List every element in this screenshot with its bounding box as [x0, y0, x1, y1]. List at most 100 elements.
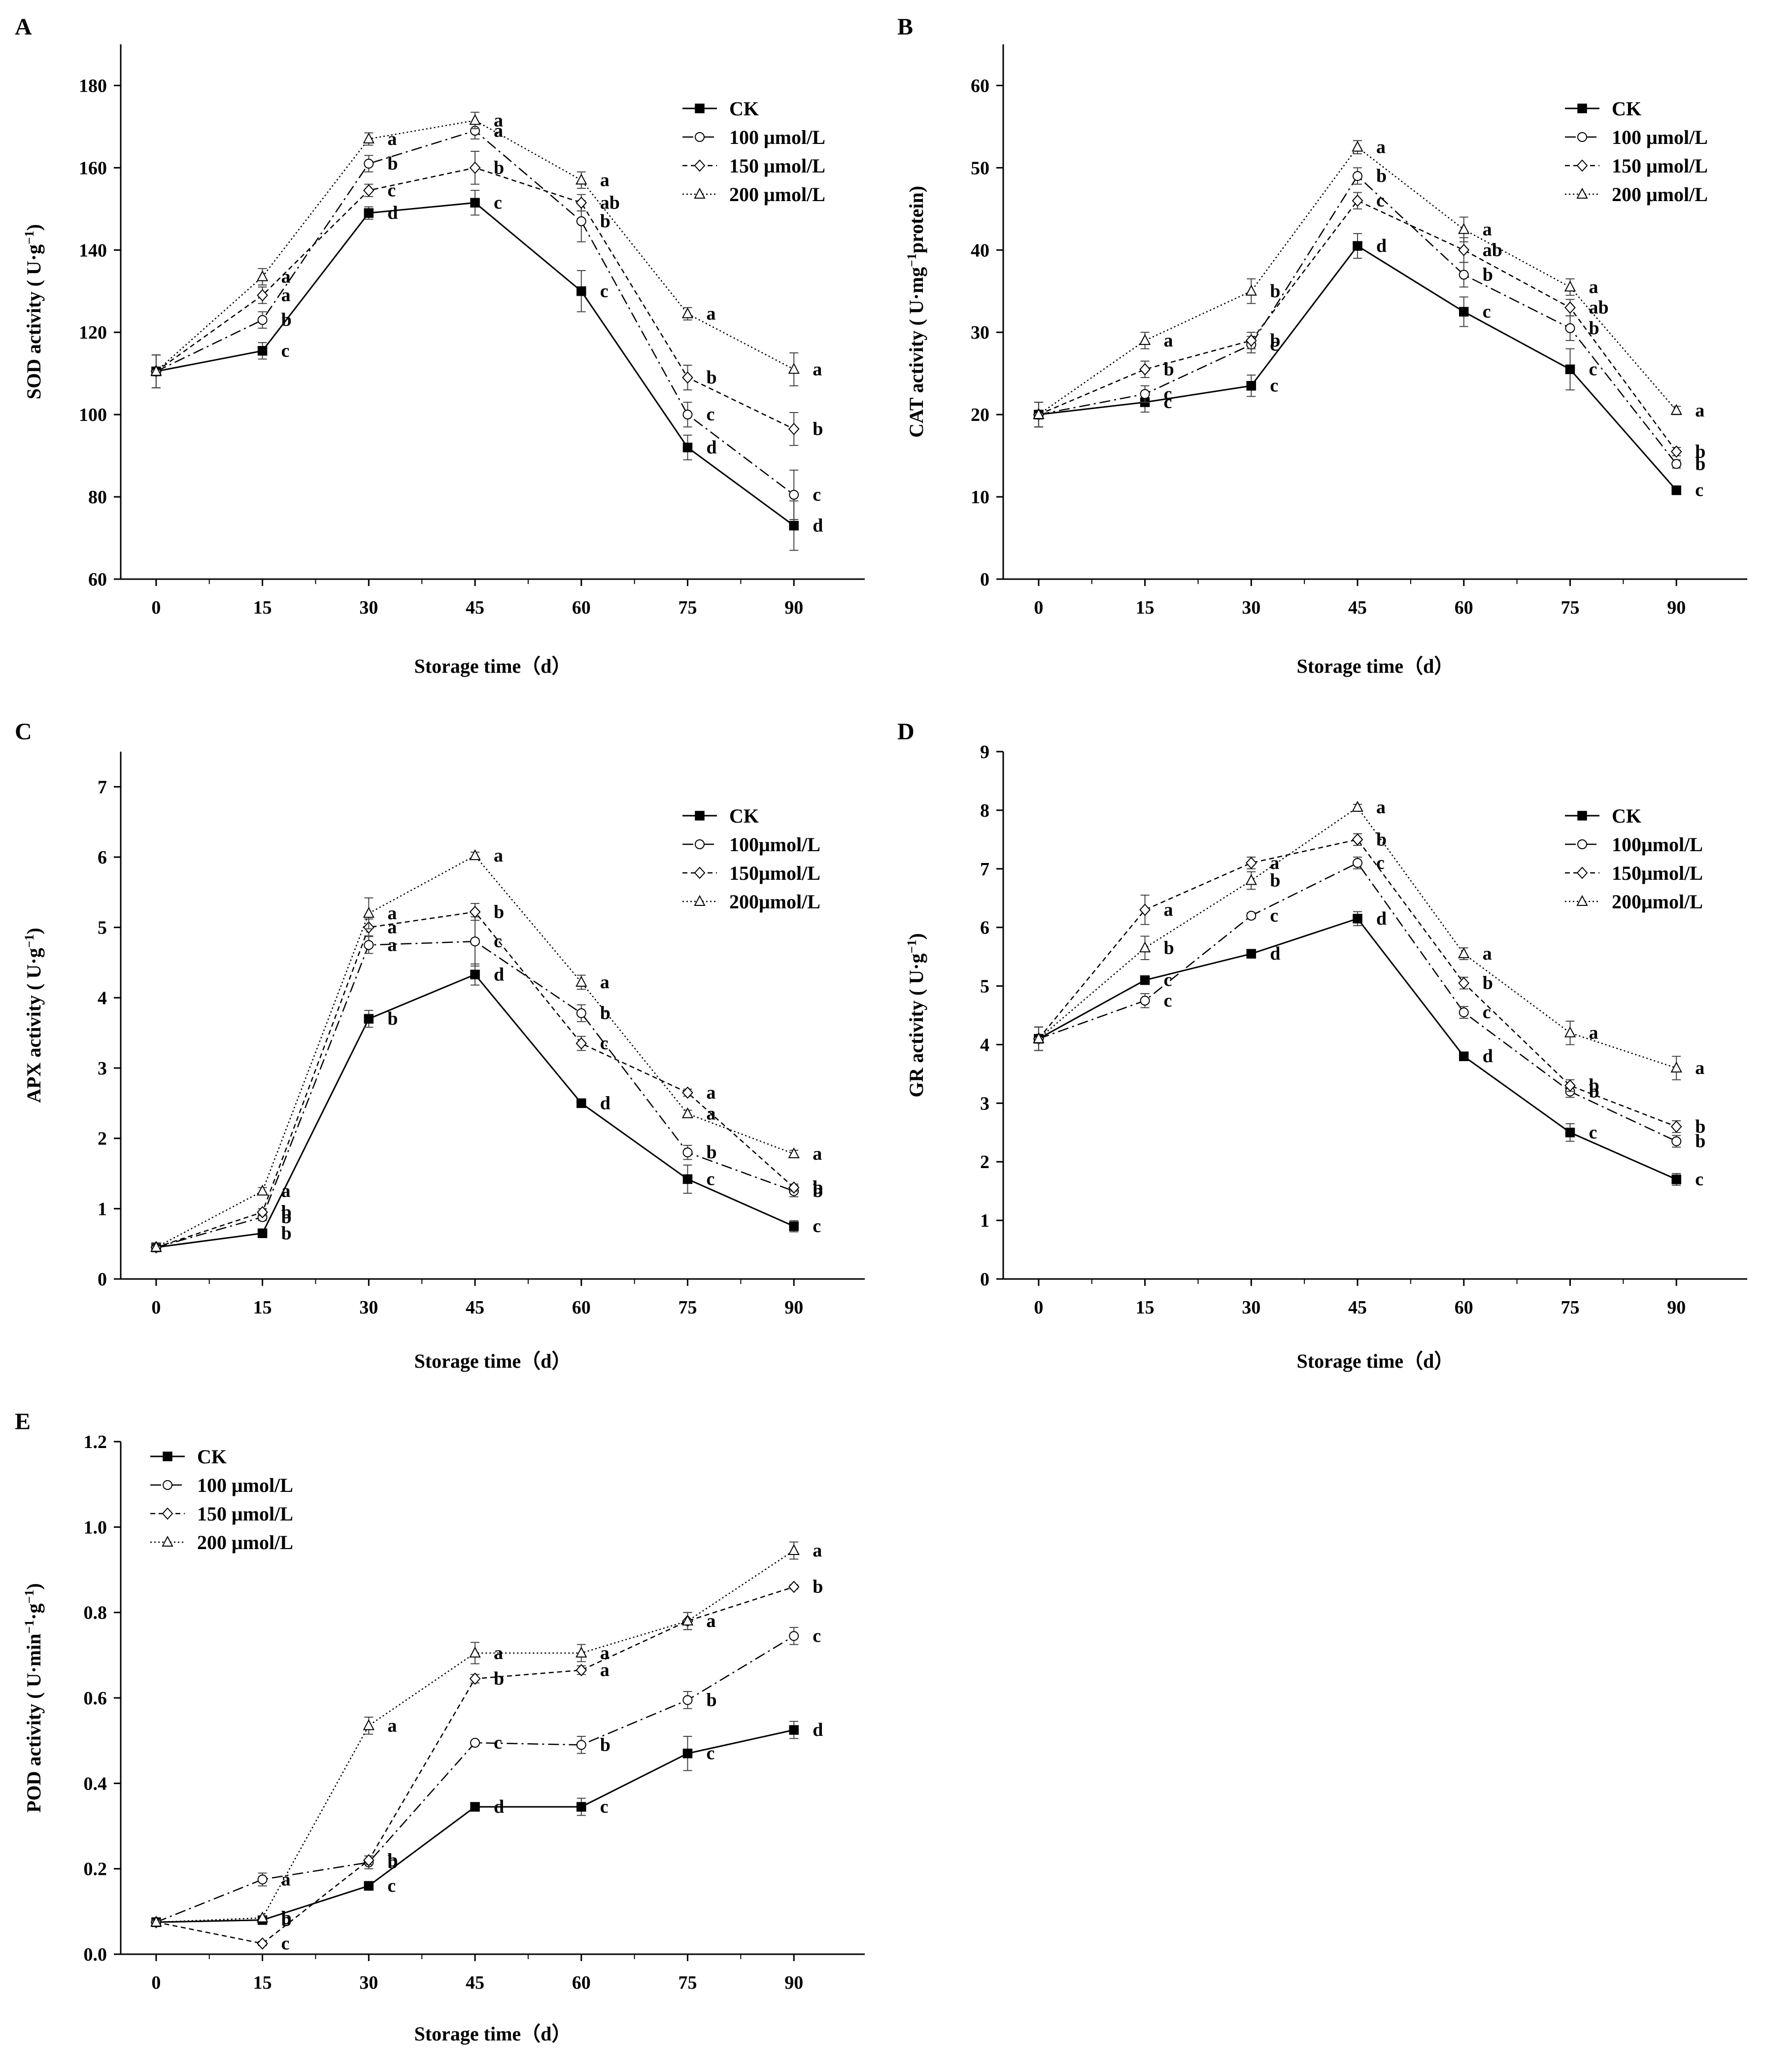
y-tick-label: 3: [980, 1093, 989, 1114]
significance-label: b: [494, 901, 504, 922]
x-tick-label: 0: [1034, 1297, 1043, 1318]
data-point: [150, 365, 162, 376]
y-tick-label: 0.6: [84, 1688, 107, 1709]
data-point: [576, 1037, 587, 1050]
y-tick-label: 50: [971, 158, 989, 178]
significance-label: c: [1589, 359, 1597, 380]
data-point: [682, 1695, 693, 1705]
y-tick-label: 4: [980, 1035, 989, 1055]
chart-svg-e: E 0.0 0.2 0.4 0.6 0.8 1.0 1.2 0 15 30 45 60 75 90 Stora…: [15, 1409, 865, 2045]
significance-label: b: [387, 153, 398, 174]
significance-label: a: [387, 903, 397, 924]
data-point: [1139, 941, 1151, 953]
y-tick-label: 0.4: [84, 1773, 107, 1794]
significance-label: c: [1164, 383, 1172, 404]
data-point: [1246, 910, 1256, 921]
data-point: [364, 208, 374, 218]
y-axis-label: POD activity ( U·min−1·g−1): [22, 1583, 45, 1813]
series-line: [1038, 838, 1677, 1128]
data-point: [1565, 323, 1575, 333]
data-point: [576, 1008, 586, 1018]
significance-label: c: [1376, 190, 1385, 211]
y-tick-label: 160: [79, 158, 107, 178]
data-point: [1245, 874, 1257, 885]
significance-label: c: [494, 931, 502, 952]
x-tick-label: 90: [784, 1297, 803, 1318]
significance-label: c: [281, 341, 290, 361]
legend-marker: [1577, 104, 1587, 113]
significance-label: b: [1270, 870, 1280, 891]
legend-marker: [1576, 866, 1588, 879]
significance-label: b: [281, 1207, 292, 1227]
significance-label: a: [1589, 276, 1598, 297]
significance-label: a: [494, 120, 503, 141]
panel-a: A 60 80 100 120 140 160 180 0 15 30 45 60 75 90 Storage…: [0, 0, 882, 705]
significance-label: c: [387, 180, 396, 201]
data-point: [1140, 996, 1150, 1006]
data-point: [470, 969, 480, 980]
data-point: [1670, 1120, 1682, 1133]
data-point: [788, 1181, 800, 1194]
significance-label: ab: [1589, 297, 1608, 318]
data-point: [364, 1881, 374, 1891]
legend-label: CK: [1612, 98, 1641, 120]
data-point: [577, 1098, 586, 1108]
significance-label: a: [1376, 797, 1386, 818]
data-point: [1671, 1174, 1681, 1184]
data-point: [470, 1802, 480, 1812]
panel-letter: D: [897, 719, 915, 745]
significance-label: a: [706, 1611, 715, 1631]
data-point: [257, 346, 268, 356]
y-tick-label: 0: [980, 569, 989, 590]
data-point: [682, 1147, 693, 1158]
y-tick-label: 60: [971, 75, 989, 96]
significance-label: b: [706, 1690, 716, 1710]
significance-label: b: [1270, 330, 1280, 351]
significance-label: b: [813, 1181, 823, 1202]
significance-label: a: [600, 170, 610, 190]
x-tick-label: 45: [466, 597, 484, 618]
significance-label: c: [1270, 334, 1278, 355]
data-point: [1353, 858, 1363, 868]
legend-marker: [162, 1507, 173, 1520]
significance-label: b: [1695, 441, 1705, 462]
data-point: [1139, 334, 1151, 345]
y-tick-label: 30: [971, 322, 989, 343]
legend-marker: [695, 811, 705, 821]
y-tick-label: 3: [98, 1058, 107, 1079]
x-axis-label: Storage time（d）: [414, 1350, 572, 1372]
data-point: [788, 422, 800, 435]
data-point: [576, 1664, 587, 1677]
y-tick-label: 1.2: [84, 1432, 107, 1452]
significance-label: d: [1376, 908, 1387, 929]
significance-label: a: [813, 1143, 822, 1164]
significance-label: c: [600, 1033, 609, 1054]
panel-c: C 0 1 2 3 4 5 6 7 0 15 30 45 60 75 90 Storage time（d） APX…: [0, 705, 882, 1395]
significance-label: a: [387, 934, 397, 955]
data-point: [1670, 1061, 1682, 1072]
data-point: [363, 906, 374, 918]
data-point: [1565, 364, 1575, 375]
data-point: [1564, 301, 1576, 314]
significance-label: a: [600, 1660, 610, 1681]
data-point: [1565, 1128, 1575, 1138]
significance-label: a: [281, 1181, 291, 1202]
data-point: [470, 198, 480, 208]
data-point: [788, 1544, 800, 1555]
significance-label: a: [281, 285, 291, 306]
significance-label: a: [387, 1715, 397, 1736]
data-point: [789, 520, 799, 531]
legend-label: 100μmol/L: [729, 833, 820, 856]
significance-label: b: [281, 1907, 292, 1928]
significance-label: c: [706, 1743, 714, 1764]
y-axis-label: SOD activity ( U·g−1): [22, 224, 45, 400]
y-axis-label: APX activity ( U·g−1): [22, 928, 45, 1103]
data-point: [256, 270, 269, 281]
data-point: [1353, 171, 1363, 181]
series-line: [156, 1729, 794, 1923]
legend-label: 150μmol/L: [729, 862, 820, 884]
data-point: [1458, 223, 1470, 234]
x-tick-label: 30: [359, 1297, 378, 1318]
x-tick-label: 45: [466, 1972, 484, 1993]
